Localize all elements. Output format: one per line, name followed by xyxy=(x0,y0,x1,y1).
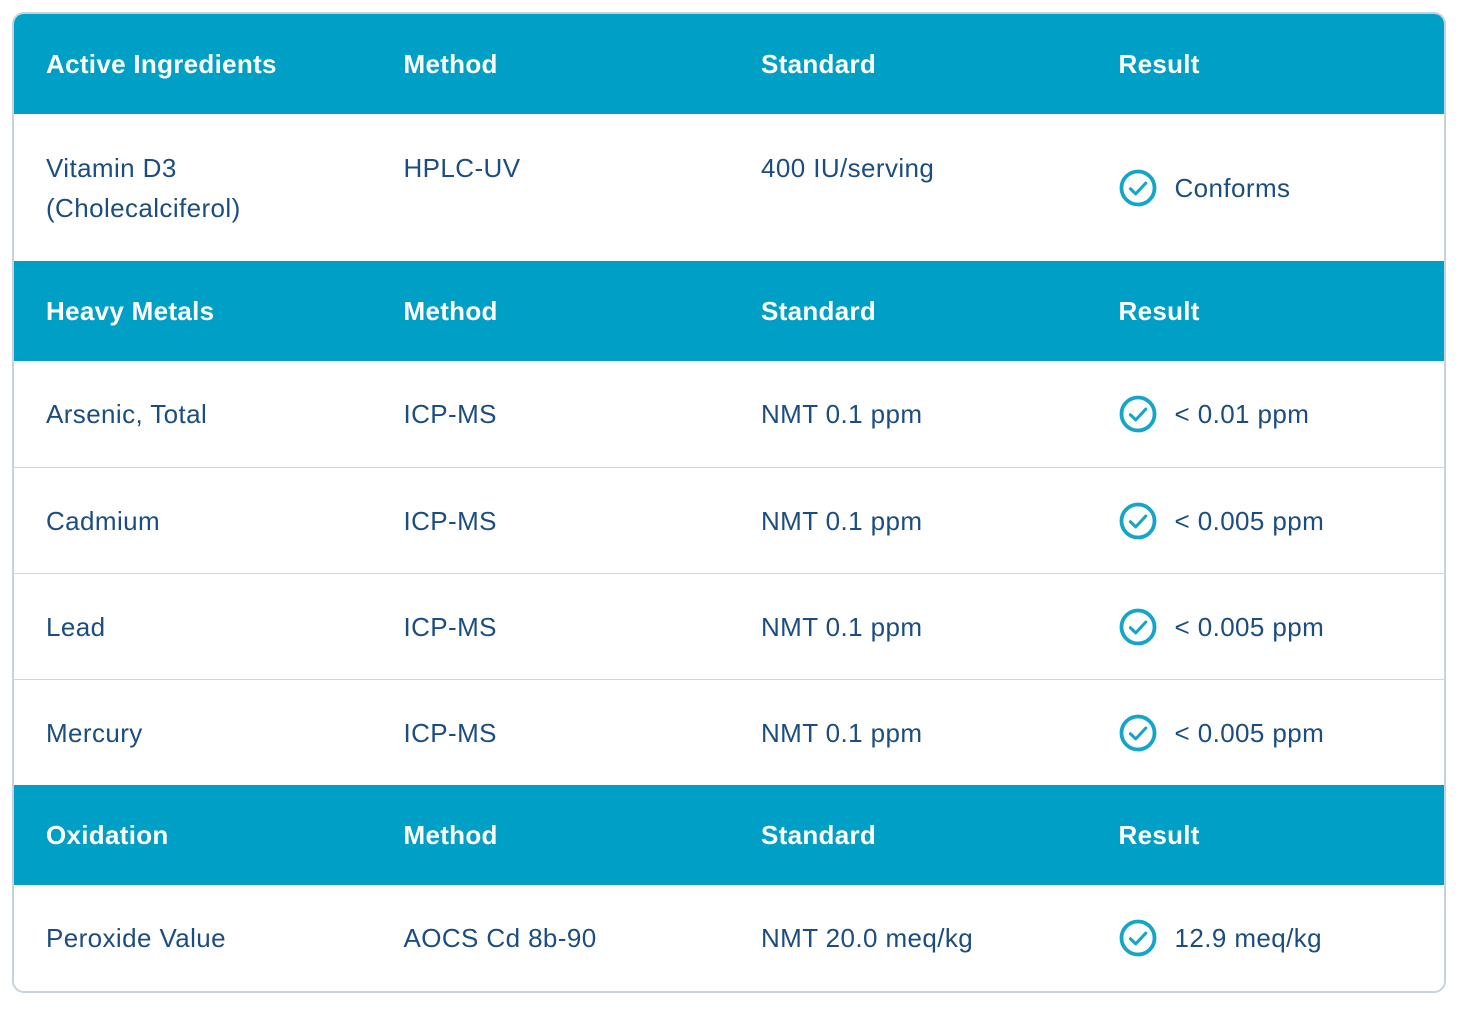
analyte-name: Arsenic, Total xyxy=(46,399,208,429)
result-text: < 0.005 ppm xyxy=(1174,717,1325,748)
table-row-vitamin-d3: Vitamin D3 (Cholecalciferol) HPLC-UV 400… xyxy=(14,114,1444,261)
method-value: ICP-MS xyxy=(403,399,497,429)
method-value: ICP-MS xyxy=(403,505,497,536)
check-circle-icon xyxy=(1119,502,1157,540)
method-value: ICP-MS xyxy=(403,717,497,748)
section-title: Active Ingredients xyxy=(46,49,277,79)
column-header-method: Method xyxy=(403,820,498,850)
section-header-oxidation: Oxidation Method Standard Result xyxy=(14,785,1444,885)
column-header-standard: Standard xyxy=(761,49,877,79)
method-value: HPLC-UV xyxy=(403,153,521,183)
result-value: 12.9 meq/kg xyxy=(1087,918,1445,958)
standard-value: NMT 0.1 ppm xyxy=(761,717,923,748)
column-header-method: Method xyxy=(403,49,498,79)
column-header-method: Method xyxy=(403,296,498,326)
check-circle-icon xyxy=(1119,919,1157,957)
table-row-mercury: Mercury ICP-MS NMT 0.1 ppm < 0.005 ppm xyxy=(14,679,1444,785)
method-value: ICP-MS xyxy=(403,611,497,642)
analyte-name: Vitamin D3 (Cholecalciferol) xyxy=(46,152,241,223)
method-value: AOCS Cd 8b-90 xyxy=(403,923,597,953)
result-text: < 0.01 ppm xyxy=(1174,399,1310,429)
column-header-result: Result xyxy=(1118,296,1200,326)
analyte-name: Lead xyxy=(46,611,106,642)
result-value: < 0.01 ppm xyxy=(1087,394,1445,434)
section-title: Heavy Metals xyxy=(46,296,215,326)
standard-value: NMT 0.1 ppm xyxy=(761,611,923,642)
check-circle-icon xyxy=(1119,608,1157,646)
result-value: < 0.005 ppm xyxy=(1087,713,1445,753)
section-header-heavy-metals: Heavy Metals Method Standard Result xyxy=(14,261,1444,361)
table-row-peroxide-value: Peroxide Value AOCS Cd 8b-90 NMT 20.0 me… xyxy=(14,885,1444,991)
section-title: Oxidation xyxy=(46,820,169,850)
result-value: < 0.005 ppm xyxy=(1087,501,1445,541)
column-header-standard: Standard xyxy=(761,820,877,850)
page: Active Ingredients Method Standard Resul… xyxy=(0,12,1460,1021)
column-header-result: Result xyxy=(1118,820,1200,850)
result-text: < 0.005 ppm xyxy=(1174,611,1325,642)
standard-value: NMT 0.1 ppm xyxy=(761,505,923,536)
section-header-active-ingredients: Active Ingredients Method Standard Resul… xyxy=(14,14,1444,114)
coa-results-table: Active Ingredients Method Standard Resul… xyxy=(12,12,1446,993)
check-circle-icon xyxy=(1119,395,1157,433)
result-text: < 0.005 ppm xyxy=(1174,505,1325,536)
analyte-name: Cadmium xyxy=(46,505,161,536)
standard-value: NMT 0.1 ppm xyxy=(761,399,923,429)
result-value: Conforms xyxy=(1087,168,1445,208)
result-text: Conforms xyxy=(1174,172,1291,203)
table-row-lead: Lead ICP-MS NMT 0.1 ppm < 0.005 ppm xyxy=(14,573,1444,679)
check-circle-icon xyxy=(1119,714,1157,752)
analyte-name: Mercury xyxy=(46,717,143,748)
table-row-cadmium: Cadmium ICP-MS NMT 0.1 ppm < 0.005 ppm xyxy=(14,467,1444,573)
result-text: 12.9 meq/kg xyxy=(1174,923,1322,953)
standard-value: 400 IU/serving xyxy=(761,153,935,183)
standard-value: NMT 20.0 meq/kg xyxy=(761,923,974,953)
column-header-result: Result xyxy=(1118,49,1200,79)
result-value: < 0.005 ppm xyxy=(1087,607,1445,647)
table-row-arsenic: Arsenic, Total ICP-MS NMT 0.1 ppm < 0.01… xyxy=(14,361,1444,467)
analyte-name: Peroxide Value xyxy=(46,923,227,953)
check-circle-icon xyxy=(1119,169,1157,207)
column-header-standard: Standard xyxy=(761,296,877,326)
